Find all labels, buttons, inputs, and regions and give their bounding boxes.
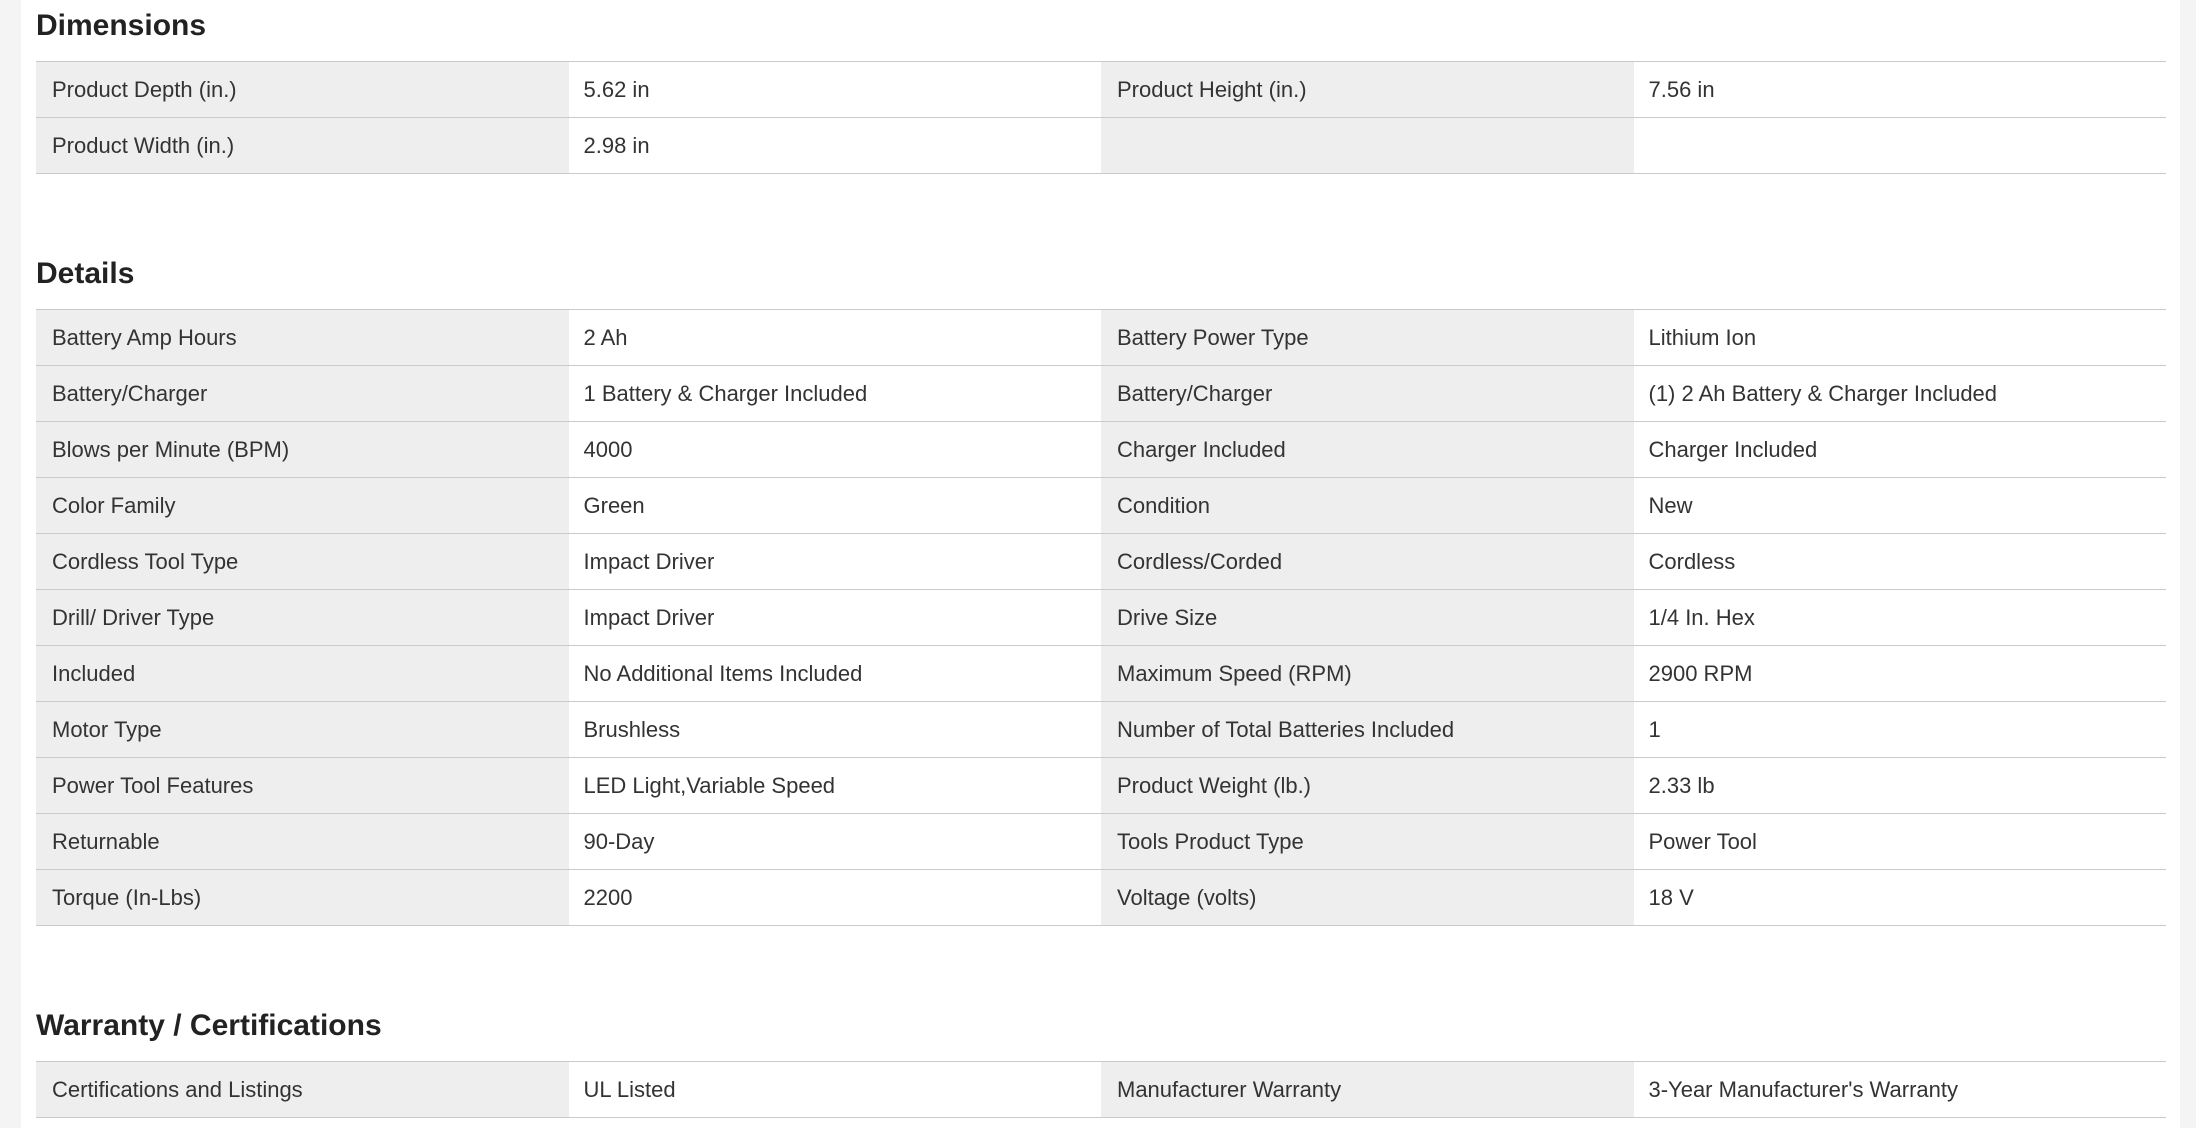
spec-value: Impact Driver — [583, 604, 715, 630]
spec-label: Cordless/Corded — [1101, 534, 1634, 589]
spec-table: Product Depth (in.) 5.62 in Product Heig… — [36, 61, 2166, 174]
section-title: Dimensions — [36, 9, 207, 42]
spec-label: Returnable — [36, 814, 569, 869]
spec-table: Battery Amp Hours 2 Ah Battery Power Typ… — [36, 309, 2166, 926]
spec-value: 3-Year Manufacturer's Warranty — [1648, 1076, 1958, 1102]
spec-label: Cordless Tool Type — [36, 534, 569, 589]
spec-row: Battery Amp Hours 2 Ah Battery Power Typ… — [36, 310, 2166, 366]
spec-value: 2.98 in — [583, 132, 650, 158]
spec-value: UL Listed — [583, 1076, 676, 1102]
spec-value — [1634, 118, 2167, 173]
spec-label: Motor Type — [36, 702, 569, 757]
spec-label: Battery Amp Hours — [36, 310, 569, 365]
spec-label: Included — [36, 646, 569, 701]
spec-section: Dimensions Product Depth (in.) 5.62 in P… — [36, 8, 2166, 174]
spec-row: Power Tool Features LED Light,Variable S… — [36, 758, 2166, 814]
spec-table: Certifications and Listings UL Listed Ma… — [36, 1061, 2166, 1118]
spec-label: Torque (In-Lbs) — [36, 870, 569, 925]
spec-label: Manufacturer Warranty — [1101, 1062, 1634, 1117]
spec-section: Details Battery Amp Hours 2 Ah Battery P… — [36, 256, 2166, 926]
spec-value: 1 Battery & Charger Included — [583, 380, 868, 406]
section-title: Details — [36, 257, 135, 290]
spec-value: 2 Ah — [583, 324, 628, 350]
spec-row: Product Width (in.) 2.98 in — [36, 118, 2166, 174]
spec-value: Impact Driver — [583, 548, 715, 574]
spec-label: Battery Power Type — [1101, 310, 1634, 365]
spec-label: Battery/Charger — [36, 366, 569, 421]
spec-label: Blows per Minute (BPM) — [36, 422, 569, 477]
spec-value: Green — [583, 492, 645, 518]
spec-label: Drill/ Driver Type — [36, 590, 569, 645]
spec-value: Cordless — [1648, 548, 1736, 574]
spec-row: Returnable 90-Day Tools Product Type Pow… — [36, 814, 2166, 870]
spec-row: Battery/Charger 1 Battery & Charger Incl… — [36, 366, 2166, 422]
spec-row: Cordless Tool Type Impact Driver Cordles… — [36, 534, 2166, 590]
spec-label: Certifications and Listings — [36, 1062, 569, 1117]
spec-label: Condition — [1101, 478, 1634, 533]
spec-row: Included No Additional Items Included Ma… — [36, 646, 2166, 702]
spec-value: 18 V — [1648, 884, 1694, 910]
spec-label: Drive Size — [1101, 590, 1634, 645]
spec-value: LED Light,Variable Speed — [583, 772, 836, 798]
spec-label: Product Weight (lb.) — [1101, 758, 1634, 813]
spec-row: Certifications and Listings UL Listed Ma… — [36, 1062, 2166, 1118]
spec-value: 1 — [1648, 716, 1661, 742]
spec-value: Brushless — [583, 716, 681, 742]
spec-label: Color Family — [36, 478, 569, 533]
spec-value: 7.56 in — [1648, 76, 1715, 102]
product-specifications-panel: Dimensions Product Depth (in.) 5.62 in P… — [21, 0, 2180, 1128]
spec-value: 2.33 lb — [1648, 772, 1715, 798]
spec-value: (1) 2 Ah Battery & Charger Included — [1648, 380, 1998, 406]
spec-value: 2200 — [583, 884, 633, 910]
spec-label — [1101, 118, 1634, 173]
spec-value: New — [1648, 492, 1693, 518]
spec-label: Product Width (in.) — [36, 118, 569, 173]
spec-value: Charger Included — [1648, 436, 1818, 462]
spec-row: Drill/ Driver Type Impact Driver Drive S… — [36, 590, 2166, 646]
spec-label: Product Height (in.) — [1101, 62, 1634, 117]
section-title: Warranty / Certifications — [36, 1009, 382, 1042]
spec-value: No Additional Items Included — [583, 660, 863, 686]
spec-section: Warranty / Certifications Certifications… — [36, 1008, 2166, 1118]
spec-value: 2900 RPM — [1648, 660, 1753, 686]
spec-label: Battery/Charger — [1101, 366, 1634, 421]
spec-value: 90-Day — [583, 828, 655, 854]
spec-label: Product Depth (in.) — [36, 62, 569, 117]
spec-value: 1/4 In. Hex — [1648, 604, 1755, 630]
spec-value: 5.62 in — [583, 76, 650, 102]
spec-row: Motor Type Brushless Number of Total Bat… — [36, 702, 2166, 758]
spec-value: Lithium Ion — [1648, 324, 1757, 350]
spec-label: Voltage (volts) — [1101, 870, 1634, 925]
spec-row: Product Depth (in.) 5.62 in Product Heig… — [36, 62, 2166, 118]
spec-row: Color Family Green Condition New — [36, 478, 2166, 534]
spec-label: Charger Included — [1101, 422, 1634, 477]
spec-value: 4000 — [583, 436, 633, 462]
spec-row: Torque (In-Lbs) 2200 Voltage (volts) 18 … — [36, 870, 2166, 926]
spec-label: Tools Product Type — [1101, 814, 1634, 869]
spec-value: Power Tool — [1648, 828, 1757, 854]
spec-row: Blows per Minute (BPM) 4000 Charger Incl… — [36, 422, 2166, 478]
spec-label: Maximum Speed (RPM) — [1101, 646, 1634, 701]
spec-label: Number of Total Batteries Included — [1101, 702, 1634, 757]
spec-label: Power Tool Features — [36, 758, 569, 813]
